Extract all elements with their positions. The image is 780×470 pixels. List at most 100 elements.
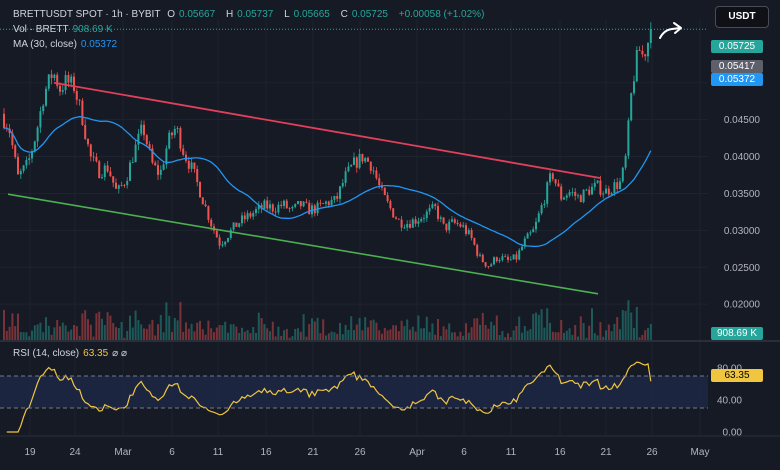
- volume-bar: [448, 323, 451, 340]
- volume-bar: [269, 331, 271, 340]
- candle-body: [215, 230, 218, 238]
- volume-bar: [395, 325, 397, 340]
- rsi-label: RSI (14, close): [13, 348, 80, 359]
- time-tick-label: 16: [554, 447, 566, 458]
- candle-body: [294, 203, 297, 207]
- candle-body: [229, 229, 232, 239]
- volume-bar: [355, 324, 358, 340]
- candle-body: [378, 178, 381, 186]
- candle-body: [571, 191, 574, 193]
- candle-body: [207, 206, 210, 220]
- candle-body: [280, 204, 283, 206]
- volume-bar: [249, 333, 252, 340]
- volume-bar: [140, 324, 143, 340]
- candle-body: [33, 141, 36, 152]
- volume-bar: [193, 331, 196, 340]
- candle-body: [330, 199, 333, 206]
- volume-bar: [465, 323, 467, 340]
- candle-body: [375, 170, 378, 179]
- volume-bar: [190, 323, 193, 340]
- candle-body: [621, 167, 624, 182]
- rsi-value: 63.35: [83, 348, 109, 359]
- volume-bar: [627, 300, 630, 340]
- time-tick-label: 6: [169, 447, 175, 458]
- candle-body: [322, 203, 325, 205]
- volume-legend: Vol · BRETT 908.69 K: [13, 24, 117, 35]
- candle-body: [476, 244, 479, 256]
- resistance-trendline[interactable]: [53, 81, 601, 179]
- volume-bar: [605, 330, 607, 340]
- close-label: C: [340, 9, 348, 20]
- candle-body: [224, 241, 227, 245]
- candle-body: [546, 182, 549, 204]
- volume-bar: [389, 329, 392, 340]
- volume-value: 908.69 K: [72, 24, 113, 35]
- candle-body: [11, 133, 14, 146]
- volume-bar: [434, 334, 437, 340]
- candle-body: [602, 193, 605, 195]
- volume-bar: [288, 337, 291, 340]
- candle-body: [333, 196, 336, 200]
- volume-bar: [535, 312, 537, 340]
- candle-body: [98, 161, 101, 179]
- candle-body: [495, 257, 498, 262]
- candle-body: [22, 165, 25, 171]
- volume-bar: [431, 323, 434, 340]
- support-trendline[interactable]: [7, 193, 599, 295]
- currency-button[interactable]: USDT: [715, 6, 769, 28]
- candle-body: [17, 157, 19, 175]
- low-label: L: [284, 9, 290, 20]
- volume-bar: [61, 322, 64, 340]
- volume-bar: [358, 317, 361, 340]
- volume-bar: [274, 336, 277, 340]
- candle-body: [159, 169, 162, 175]
- volume-bar: [117, 328, 120, 340]
- candle-body: [302, 201, 305, 207]
- time-axis[interactable]: 19 24 Mar 6 11 16 21 26 Apr 6 11 16 21 26 May: [24, 447, 709, 458]
- volume-bar: [294, 328, 297, 340]
- volume-bar: [610, 331, 613, 340]
- candle-body: [157, 165, 159, 175]
- candle-body: [126, 180, 129, 186]
- volume-bar: [47, 325, 50, 340]
- volume-bar: [241, 327, 243, 340]
- candle-body: [406, 223, 409, 228]
- visibility-icon[interactable]: ⌀ ⌀: [112, 348, 127, 359]
- volume-bar: [479, 324, 481, 340]
- candle-body: [45, 88, 47, 106]
- volume-bar: [159, 314, 162, 340]
- candle-body: [168, 132, 171, 149]
- hidden-price-badge: 0.05417: [711, 60, 763, 73]
- volume-bar: [148, 324, 151, 340]
- volume-bar: [613, 323, 616, 340]
- volume-bar: [59, 326, 61, 340]
- volume-bar: [45, 317, 47, 340]
- volume-bar: [50, 334, 53, 340]
- candle-body: [465, 225, 467, 234]
- volume-bar: [229, 324, 232, 340]
- volume-bar: [322, 319, 325, 340]
- volume-bar: [417, 315, 420, 340]
- volume-bar: [39, 322, 42, 340]
- volume-bar: [616, 317, 619, 340]
- candle-body: [512, 254, 515, 260]
- volume-bar: [392, 325, 395, 340]
- candle-body: [339, 186, 341, 199]
- candle-body: [518, 250, 521, 260]
- volume-bar: [630, 312, 633, 340]
- rsi-tick-label: 0.00: [723, 428, 743, 439]
- candle-body: [109, 171, 112, 177]
- candle-body: [540, 205, 543, 214]
- candle-body: [319, 202, 322, 204]
- volume-bar: [403, 326, 406, 340]
- volume-bar: [633, 327, 635, 340]
- candle-body: [78, 99, 81, 101]
- volume-bar: [529, 329, 532, 340]
- volume-bar: [425, 316, 428, 340]
- arrow-annotation: [659, 22, 682, 39]
- volume-bar: [406, 319, 409, 340]
- candle-body: [459, 224, 462, 227]
- candle-body: [210, 219, 213, 227]
- time-tick-label: 21: [307, 447, 319, 458]
